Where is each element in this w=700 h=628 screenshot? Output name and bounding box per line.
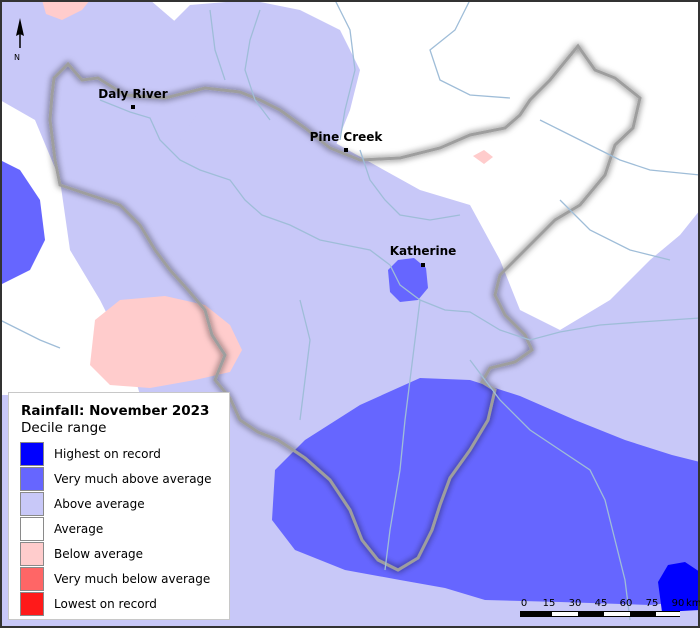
legend-swatch	[20, 491, 44, 516]
north-arrow-icon	[16, 18, 24, 36]
below-average-area-east	[473, 150, 493, 164]
scale-bar: 0 15 30 45 60 75 90 km	[520, 598, 700, 617]
river-katherine	[389, 264, 700, 341]
town-label-daly-river: Daly River	[98, 87, 167, 101]
legend-item-below: Below average	[20, 541, 212, 566]
town-katherine: Katherine	[390, 244, 457, 267]
river-mid	[359, 149, 461, 221]
north-arrow: N	[14, 18, 24, 62]
legend-swatch	[20, 591, 44, 616]
legend-items: Highest on record Very much above averag…	[20, 441, 212, 616]
legend-label: Highest on record	[54, 446, 161, 461]
legend-item-lowest: Lowest on record	[20, 591, 212, 616]
river-north-b	[334, 0, 356, 141]
scale-tick-0: 0	[521, 598, 527, 609]
legend-item-average: Average	[20, 516, 212, 541]
town-label-katherine: Katherine	[390, 244, 457, 258]
scale-bar-base	[520, 611, 680, 617]
town-daly-river: Daly River	[98, 87, 168, 109]
legend-label: Above average	[54, 496, 145, 511]
legend-swatch	[20, 466, 44, 491]
legend-title: Rainfall: November 2023	[21, 403, 210, 419]
legend-item-highest: Highest on record	[20, 441, 212, 466]
river-north-d	[209, 9, 226, 81]
legend-swatch	[20, 566, 44, 591]
scale-tick-75: 75	[646, 598, 659, 609]
legend-label: Very much below average	[54, 571, 211, 586]
legend-item-very-much-above: Very much above average	[20, 466, 212, 491]
river-north-a	[244, 9, 271, 121]
river-east-b	[559, 199, 671, 261]
catchment-boundary	[48, 43, 642, 572]
legend-swatch	[20, 441, 44, 466]
map-legend: Rainfall: November 2023 Decile range Hig…	[8, 392, 230, 620]
scale-tick-45: 45	[595, 598, 608, 609]
town-pine-creek: Pine Creek	[310, 130, 384, 152]
scale-tick-30: 30	[569, 598, 582, 609]
very-much-above-average-area-katherine	[388, 258, 428, 302]
legend-subtitle: Decile range	[21, 420, 107, 436]
river-north-c	[429, 0, 511, 99]
average-area-east	[640, 0, 700, 200]
river-south	[384, 299, 421, 571]
scale-tick-90: 90	[672, 598, 685, 609]
below-average-area-top-left	[42, 0, 90, 20]
north-label: N	[14, 53, 20, 62]
river-mid-south	[299, 299, 311, 421]
legend-label: Average	[54, 521, 104, 536]
legend-label: Very much above average	[54, 471, 212, 486]
river-east	[539, 119, 700, 176]
legend-swatch	[20, 516, 44, 541]
highest-on-record-area	[658, 562, 700, 612]
river-southeast	[469, 359, 631, 621]
below-average-area-west	[90, 296, 242, 388]
legend-label: Below average	[54, 546, 144, 561]
very-much-above-average-area-west	[0, 160, 45, 285]
town-marker	[344, 148, 348, 152]
river-west-a	[0, 319, 61, 349]
scale-tick-15: 15	[543, 598, 556, 609]
town-marker	[131, 105, 135, 109]
scale-unit: km	[686, 598, 700, 609]
legend-swatch	[20, 541, 44, 566]
town-label-pine-creek: Pine Creek	[310, 130, 384, 144]
above-average-area-north	[150, 0, 360, 222]
river-daly	[99, 99, 391, 266]
town-marker	[421, 263, 425, 267]
legend-item-above: Above average	[20, 491, 212, 516]
legend-item-very-much-below: Very much below average	[20, 566, 212, 591]
very-much-above-average-area-south	[272, 378, 700, 605]
scale-tick-60: 60	[620, 598, 633, 609]
legend-label: Lowest on record	[54, 596, 157, 611]
average-area-north	[0, 0, 700, 330]
